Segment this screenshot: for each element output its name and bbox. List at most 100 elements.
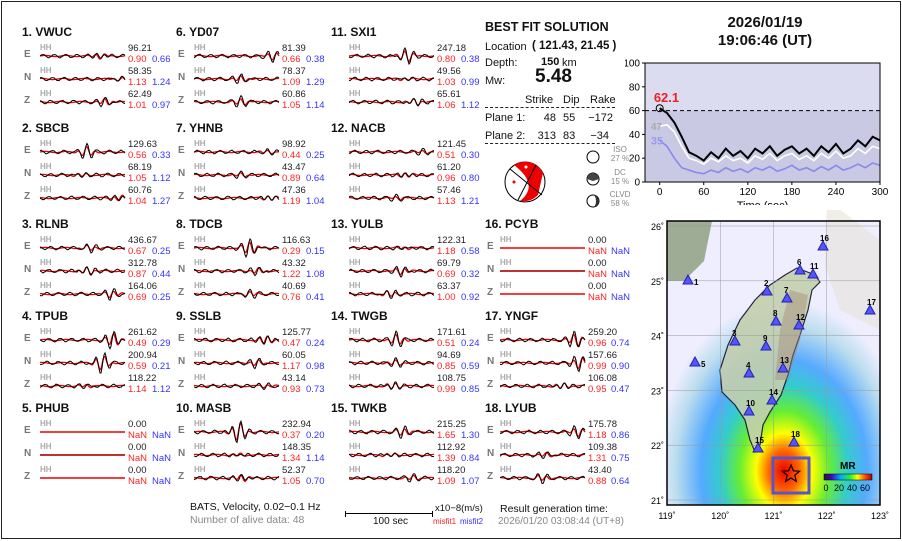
channel-label: HH: [40, 258, 52, 267]
misfit2-value: NaN: [611, 269, 631, 280]
channel-label: HH: [500, 327, 512, 336]
lon-tick-label: 123˚: [871, 511, 889, 521]
component-label: Z: [24, 379, 31, 390]
station-triangle-icon: [761, 284, 773, 296]
observed-trace: [194, 382, 280, 391]
channel-label: HH: [349, 350, 361, 359]
waveform: [194, 94, 280, 108]
misfit2-value: 0.38: [306, 54, 325, 65]
waveform: [349, 76, 435, 82]
lat-tick-label: 22˚: [651, 441, 664, 451]
channel-label: HH: [349, 465, 361, 474]
observed-trace: [349, 97, 435, 107]
synthetic-trace: [194, 241, 280, 254]
iso-icon: [586, 150, 600, 164]
component-label: Z: [178, 191, 185, 202]
synthetic-trace: [349, 359, 435, 366]
station-title: 2. SBCB: [22, 121, 70, 135]
channel-label: HH: [349, 258, 361, 267]
station-number: 15: [755, 436, 764, 445]
station-number: 3: [732, 329, 737, 338]
chart-annotation: 35: [651, 135, 663, 147]
peak-amplitude: 121.45: [437, 139, 467, 150]
observed-trace: [349, 46, 435, 66]
peak-amplitude: 60.86: [282, 89, 306, 100]
strike-header: Strike: [525, 94, 554, 106]
mw-label: Mw:: [485, 75, 506, 87]
misfit1-value: 0.99: [588, 361, 607, 372]
station-triangle-icon: [788, 435, 800, 447]
chart-annotation: 62.1: [654, 90, 679, 105]
misfit1-value: 1.13: [128, 77, 147, 88]
misfit2-value: 0.20: [306, 430, 325, 441]
channel-label: HH: [349, 442, 361, 451]
component-label: E: [178, 425, 185, 436]
misfit2-value: 0.84: [461, 453, 480, 464]
misfit1-value: 1.06: [437, 100, 456, 111]
channel-label: HH: [194, 43, 206, 52]
misfit2-value: 0.75: [611, 453, 630, 464]
misfit1-value: NaN: [588, 269, 608, 280]
alive-count: Number of alive data: 48: [190, 514, 305, 526]
peak-amplitude: 261.62: [128, 327, 158, 338]
station-triangle-icon: [794, 263, 806, 275]
station-title: 9. SSLB: [176, 309, 222, 323]
y-tick-label: 0: [634, 178, 640, 189]
misfit1-value: 0.29: [282, 246, 301, 257]
depth-value: 150: [541, 56, 560, 68]
generation-time: 2026/01/20 03:08:44 (UT+8): [498, 516, 624, 527]
misfit2-value: 0.21: [152, 361, 171, 372]
peak-amplitude: 109.38: [588, 442, 618, 453]
peak-amplitude: 106.08: [588, 373, 618, 384]
channel-label: HH: [500, 281, 512, 290]
peak-amplitude: 171.61: [437, 327, 467, 338]
misfit2-value: 1.29: [306, 77, 325, 88]
station-title: 10. MASB: [176, 401, 232, 415]
misfit2-value: 0.86: [611, 430, 630, 441]
misfit2-value: 0.80: [461, 173, 480, 184]
misfit2-value: 1.12: [152, 384, 171, 395]
station-title: 12. NACB: [331, 121, 386, 135]
waveform: [194, 452, 280, 458]
component-label: E: [24, 241, 31, 252]
waveform: [40, 287, 126, 301]
peak-amplitude: 108.75: [437, 373, 467, 384]
waveform: [349, 330, 435, 348]
peak-amplitude: 65.61: [437, 89, 461, 100]
component-label: E: [24, 145, 31, 156]
synthetic-trace: [500, 474, 586, 481]
misfit1-value: 1.00: [437, 292, 456, 303]
observed-trace: [349, 289, 435, 300]
misfit2-value: 0.24: [306, 338, 325, 349]
synthetic-trace: [40, 194, 126, 202]
misfit1-value: 0.51: [437, 150, 456, 161]
clvd-pct: 58 %: [610, 199, 630, 208]
component-label: E: [487, 241, 494, 252]
observed-trace: [349, 357, 435, 368]
observed-trace: [40, 52, 126, 59]
waveform: [40, 172, 126, 179]
waveform: [349, 46, 435, 66]
waveform: [194, 170, 280, 180]
misfit2-value: 0.90: [611, 361, 630, 372]
misfit2-value: 0.98: [306, 361, 325, 372]
waveform: [194, 148, 280, 156]
misfit1-value: 0.88: [588, 476, 607, 487]
observed-trace: [500, 330, 586, 348]
misfit1-value: 1.01: [128, 100, 147, 111]
channel-label: HH: [40, 350, 52, 359]
synthetic-trace: [349, 290, 435, 298]
x-tick-label: 300: [872, 187, 889, 198]
station-triangle-icon: [743, 366, 755, 378]
station-title: 18. LYUB: [485, 401, 537, 415]
observed-trace: [40, 142, 126, 159]
component-label: E: [487, 333, 494, 344]
waveform: [40, 75, 126, 82]
misfit1-value: 1.19: [282, 196, 301, 207]
component-label: Z: [24, 95, 31, 106]
peak-amplitude: 157.66: [588, 350, 618, 361]
dc-pct: 15 %: [610, 177, 630, 186]
component-label: Z: [178, 471, 185, 482]
plane2-label: Plane 2:: [485, 130, 526, 142]
waveform: [194, 382, 280, 391]
